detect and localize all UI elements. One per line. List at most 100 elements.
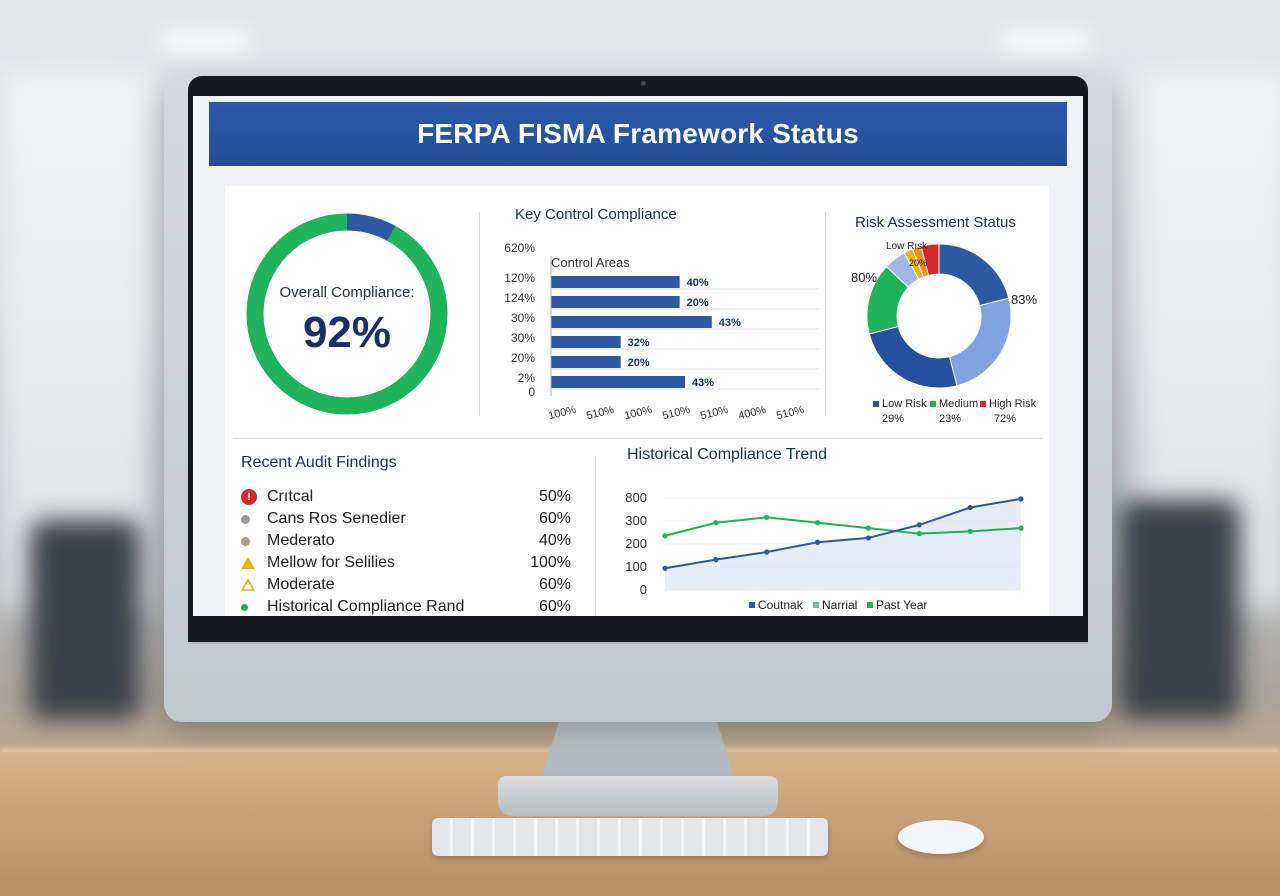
divider <box>233 438 1043 439</box>
x-tick-label: 100% <box>623 404 653 423</box>
keyboard <box>432 818 828 856</box>
y-tick-label: 0 <box>528 385 535 399</box>
risk-assessment-title: Risk Assessment Status <box>855 214 1016 231</box>
overall-compliance-value: 92% <box>302 308 392 357</box>
audit-finding-label: Moderate <box>267 576 335 593</box>
data-point[interactable] <box>916 530 922 537</box>
data-point[interactable] <box>865 525 872 531</box>
key-control-bar-chart[interactable]: Control Areas 620% 120% 124% 30% 30% 20% 2%0 40… <box>493 238 833 438</box>
bar[interactable] <box>551 316 712 328</box>
y-tick-label: 20% <box>511 351 535 365</box>
risk-legend: Low Risk Medium High Risk 29% 23% 72% <box>873 398 1043 430</box>
audit-finding-value: 60% <box>538 576 571 593</box>
audit-finding-label: Crıtcal <box>267 488 314 505</box>
dashboard-title: FERPA FISMA Framework Status <box>417 118 859 149</box>
audit-finding-label: Historical Compliance Rand <box>267 598 465 615</box>
data-point[interactable] <box>967 528 973 535</box>
monitor-stand <box>540 720 736 782</box>
monitor-stand-base <box>498 776 778 816</box>
divider <box>479 212 480 416</box>
risk-slice-low[interactable] <box>938 243 1010 307</box>
y-tick-label: 0 <box>640 582 647 597</box>
audit-finding-row[interactable]: ! Crıtcal 50% <box>241 486 571 508</box>
bar[interactable] <box>551 276 680 288</box>
audit-finding-row[interactable]: Mellow for Selilies 100% <box>241 552 571 574</box>
legend-high-risk: High Risk <box>980 398 1036 410</box>
data-point[interactable] <box>967 504 973 511</box>
legend-label: Coutnak <box>758 598 804 612</box>
data-point[interactable] <box>713 520 719 526</box>
data-point[interactable] <box>764 549 770 555</box>
legend-medium: Medium <box>930 398 978 410</box>
y-tick-label: 620% <box>504 241 535 255</box>
data-point[interactable] <box>814 520 821 526</box>
data-point[interactable] <box>662 533 668 539</box>
audit-finding-label: Mederato <box>267 532 335 549</box>
audit-finding-row[interactable]: Cans Ros Senedier 60% <box>241 508 571 530</box>
y-tick-label: 800 <box>625 490 647 505</box>
data-point[interactable] <box>713 557 719 563</box>
audit-finding-row[interactable]: Historical Compliance Rand 60% <box>241 596 571 616</box>
audit-finding-row[interactable]: Moderate 60% <box>241 574 571 596</box>
data-point[interactable] <box>1018 496 1024 502</box>
area-fill <box>665 498 1021 590</box>
data-point[interactable] <box>662 565 668 571</box>
legend-value: 72% <box>994 413 1017 425</box>
data-point[interactable] <box>865 535 872 541</box>
audit-finding-label: Mellow for Selilies <box>267 554 396 571</box>
series-line <box>664 497 1022 570</box>
risk-slice[interactable] <box>868 325 958 389</box>
x-tick-label: 510% <box>775 404 805 423</box>
legend-value: 29% <box>882 413 905 425</box>
bar[interactable] <box>551 336 621 348</box>
trend-title: Historical Compliance Trend <box>627 446 828 463</box>
risk-slice[interactable] <box>948 297 1012 387</box>
legend-label: Narrial <box>822 598 857 612</box>
y-tick-label: 100 <box>625 559 647 574</box>
data-point[interactable] <box>1018 525 1024 531</box>
green-dot-icon <box>241 603 248 611</box>
data-point[interactable] <box>916 522 922 528</box>
risk-slice-high[interactable] <box>920 243 940 276</box>
data-point[interactable] <box>764 514 770 520</box>
data-point[interactable] <box>814 539 821 545</box>
legend-low-risk: Low Risk <box>873 398 927 410</box>
y-tick-label: 30% <box>511 311 535 325</box>
legend-swatch <box>873 401 879 407</box>
bar[interactable] <box>551 296 680 308</box>
risk-assessment-donut[interactable]: Low Rısk 20% 80% 83% <box>843 236 1063 396</box>
y-tick-label: 30% <box>511 331 535 345</box>
key-control-title: Key Control Compliance <box>515 206 677 223</box>
donut-remaining-arc <box>246 213 448 415</box>
warning-outline-icon <box>241 579 255 591</box>
bar-value-label: 43% <box>692 377 714 389</box>
divider <box>825 212 826 416</box>
warning-icon <box>241 557 255 569</box>
y-tick-label: 2% <box>518 371 536 385</box>
risk-inner-label: 20% <box>909 258 927 268</box>
risk-right-label: 83% <box>1011 292 1037 307</box>
audit-finding-value: 100% <box>530 554 571 571</box>
monitor-chin-line <box>188 642 1088 644</box>
x-tick-label: 100% <box>547 404 577 423</box>
background-chair <box>1120 500 1240 720</box>
bar[interactable] <box>551 356 621 368</box>
camera-icon <box>641 81 646 86</box>
background-chair <box>30 520 140 720</box>
axis-title: Control Areas <box>551 255 630 270</box>
x-tick-label: 510% <box>585 404 615 423</box>
gray-dot-icon <box>241 514 250 524</box>
ceiling-light <box>160 30 250 52</box>
y-tick-label: 200 <box>625 536 647 551</box>
historical-trend-line-chart[interactable]: 800 300 200 100 0 Coutnak Narrial Past Year <box>613 480 1053 616</box>
x-tick-label: 400% <box>737 404 767 423</box>
legend-swatch <box>930 401 936 407</box>
overall-compliance-donut[interactable] <box>245 212 449 416</box>
legend-swatch <box>749 602 755 608</box>
legend-label: Low Risk <box>882 398 927 410</box>
x-tick-label: 510% <box>699 404 729 423</box>
audit-finding-row[interactable]: Mederato 40% <box>241 530 571 552</box>
bar[interactable] <box>551 376 685 388</box>
critical-icon: ! <box>241 489 257 505</box>
ceiling-light <box>1000 30 1090 52</box>
